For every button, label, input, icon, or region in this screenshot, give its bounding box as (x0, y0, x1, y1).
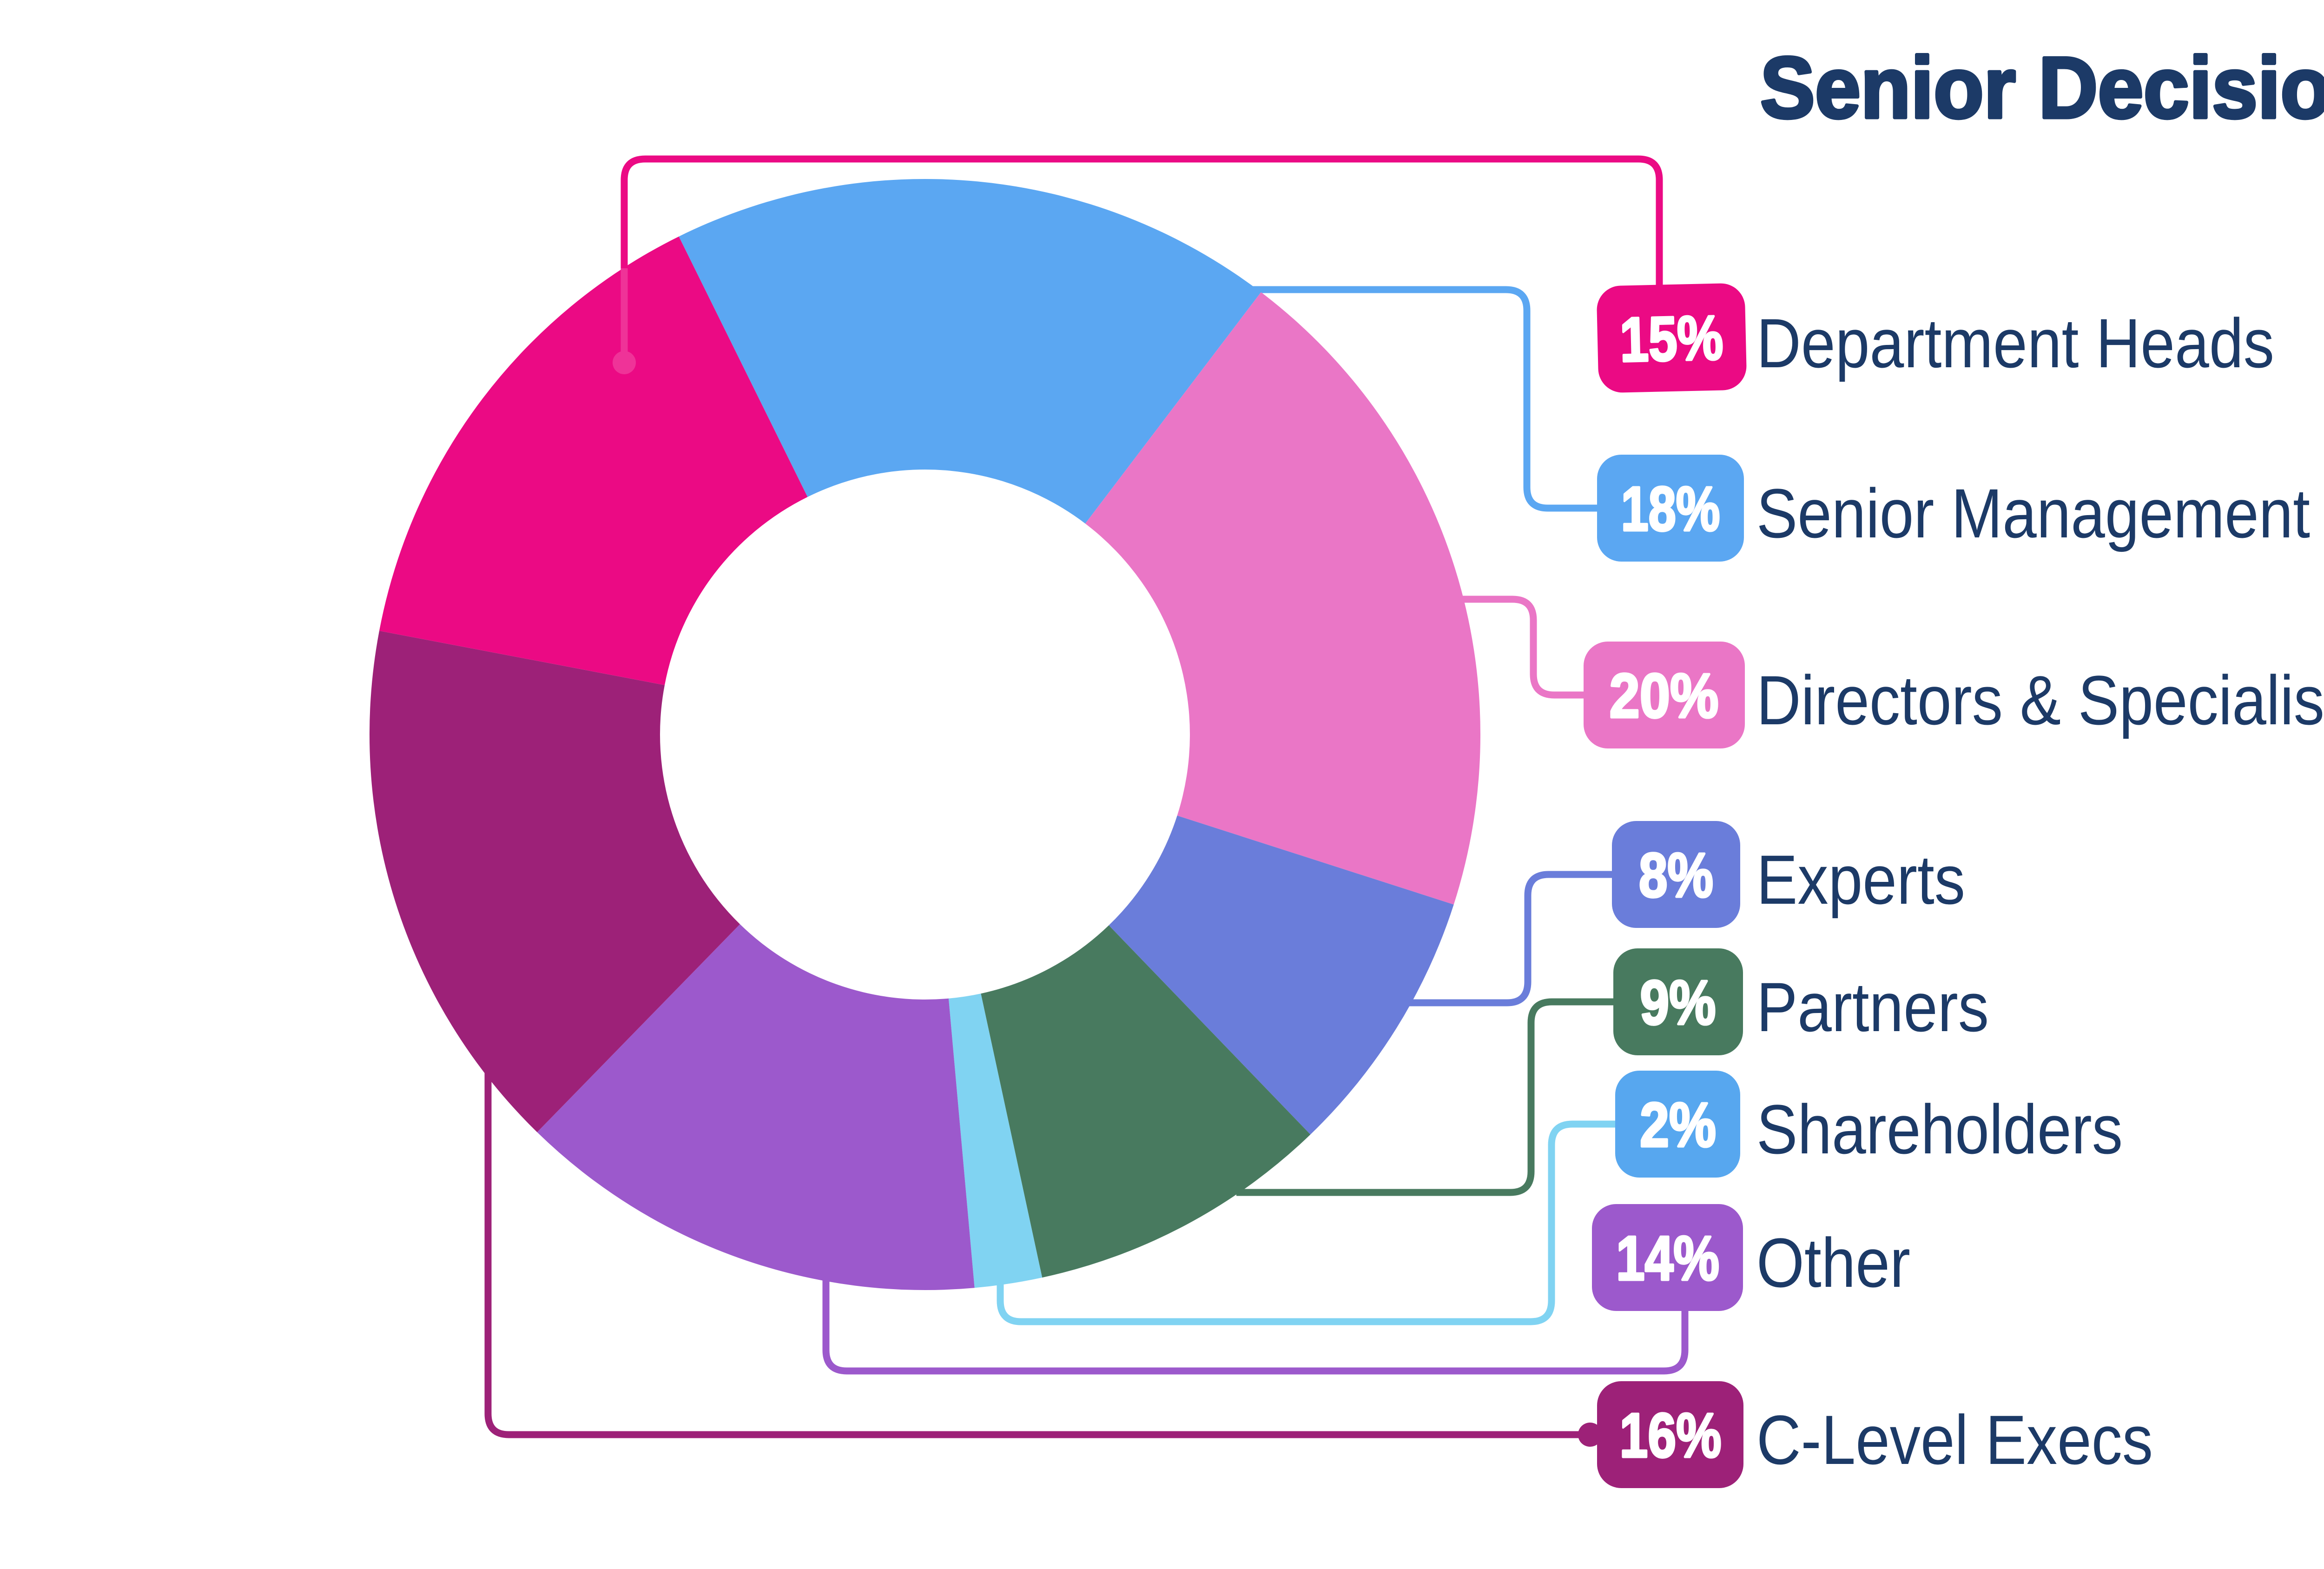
svg-text:Department Heads: Department Heads (1756, 304, 2274, 382)
svg-text:14%: 14% (1616, 1223, 1719, 1293)
svg-text:15%: 15% (1619, 303, 1723, 375)
svg-text:8%: 8% (1639, 840, 1713, 910)
svg-text:20%: 20% (1610, 661, 1719, 731)
svg-text:Shareholders: Shareholders (1756, 1090, 2123, 1168)
svg-text:C-Level Execs: C-Level Execs (1756, 1401, 2153, 1479)
svg-text:Partners: Partners (1756, 968, 1989, 1046)
svg-text:18%: 18% (1621, 474, 1720, 544)
svg-text:9%: 9% (1640, 967, 1716, 1038)
svg-text:Directors & Specialists: Directors & Specialists (1756, 661, 2324, 739)
svg-text:Experts: Experts (1756, 841, 1965, 919)
svg-text:Senior Management: Senior Management (1756, 474, 2310, 552)
svg-text:16%: 16% (1620, 1400, 1722, 1470)
svg-text:Other: Other (1756, 1224, 1910, 1302)
svg-text:Senior Decision Makers: Senior Decision Makers (1760, 39, 2324, 136)
svg-text:2%: 2% (1640, 1090, 1716, 1160)
